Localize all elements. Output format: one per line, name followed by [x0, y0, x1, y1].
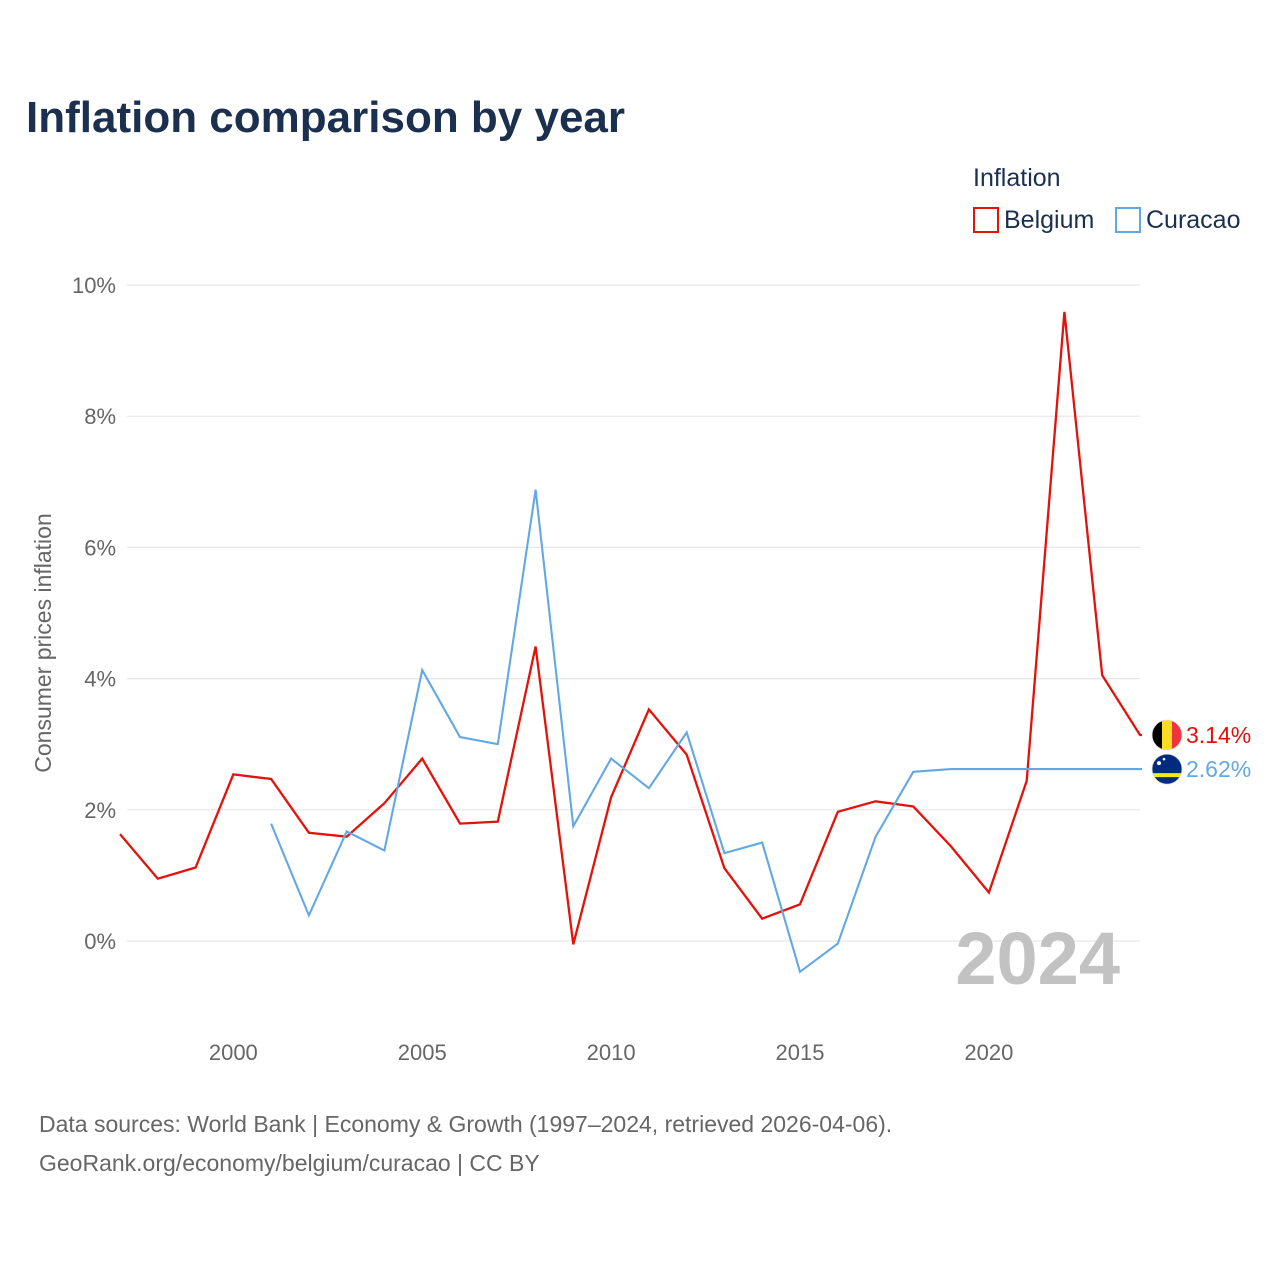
- data-point-curacao[interactable]: [797, 969, 803, 975]
- end-value-label-belgium: 3.14%: [1186, 722, 1251, 748]
- x-tick-label: 2005: [398, 1040, 447, 1065]
- data-point-belgium[interactable]: [873, 798, 879, 804]
- data-point-curacao[interactable]: [570, 823, 576, 829]
- data-point-curacao[interactable]: [910, 769, 916, 775]
- data-point-belgium[interactable]: [797, 901, 803, 907]
- data-point-belgium[interactable]: [759, 916, 765, 922]
- x-tick-label: 2000: [209, 1040, 258, 1065]
- data-point-belgium[interactable]: [646, 706, 652, 712]
- data-point-belgium[interactable]: [986, 889, 992, 895]
- data-point-belgium[interactable]: [533, 643, 539, 649]
- legend-label-belgium: Belgium: [1004, 206, 1094, 234]
- data-point-curacao[interactable]: [306, 912, 312, 918]
- belgium-flag-icon: [1151, 719, 1183, 751]
- data-point-belgium[interactable]: [835, 809, 841, 815]
- y-tick-label: 2%: [84, 798, 116, 823]
- y-axis-ticks: 0% 2% 4% 6% 8% 10%: [72, 273, 116, 954]
- y-axis-label: Consumer prices inflation: [30, 513, 56, 773]
- x-axis-ticks: 2000 2005 2010 2015 2020: [209, 1040, 1014, 1065]
- y-tick-label: 6%: [84, 535, 116, 560]
- legend-item-belgium[interactable]: Belgium: [973, 206, 1094, 234]
- data-point-curacao[interactable]: [948, 766, 954, 772]
- gridlines: [127, 284, 1140, 942]
- x-tick-label: 2010: [587, 1040, 636, 1065]
- x-tick-label: 2020: [964, 1040, 1013, 1065]
- data-point-belgium[interactable]: [570, 941, 576, 947]
- legend: Inflation Belgium Curacao: [973, 164, 1241, 234]
- y-tick-label: 8%: [84, 404, 116, 429]
- legend-item-curacao[interactable]: Curacao: [1115, 206, 1241, 234]
- data-point-curacao[interactable]: [268, 821, 274, 827]
- data-point-curacao[interactable]: [684, 729, 690, 735]
- data-point-curacao[interactable]: [608, 756, 614, 762]
- data-point-belgium[interactable]: [1099, 672, 1105, 678]
- data-point-belgium[interactable]: [268, 776, 274, 782]
- data-point-belgium[interactable]: [495, 819, 501, 825]
- data-point-belgium[interactable]: [1024, 778, 1030, 784]
- data-point-curacao[interactable]: [1061, 766, 1067, 772]
- data-point-belgium[interactable]: [117, 831, 123, 837]
- data-point-curacao[interactable]: [646, 785, 652, 791]
- data-source-text: Data sources: World Bank | Economy & Gro…: [39, 1111, 892, 1137]
- data-point-curacao[interactable]: [835, 941, 841, 947]
- y-tick-label: 0%: [84, 929, 116, 954]
- data-point-curacao[interactable]: [1099, 766, 1105, 772]
- legend-title: Inflation: [973, 164, 1061, 192]
- data-point-belgium[interactable]: [419, 756, 425, 762]
- data-point-belgium[interactable]: [230, 771, 236, 777]
- data-point-belgium[interactable]: [608, 794, 614, 800]
- data-point-belgium[interactable]: [1061, 309, 1067, 315]
- data-point-belgium[interactable]: [684, 752, 690, 758]
- data-point-belgium[interactable]: [721, 865, 727, 871]
- data-point-belgium[interactable]: [457, 821, 463, 827]
- series-line-curacao[interactable]: [270, 489, 1142, 974]
- curacao-flag-icon: [1151, 753, 1183, 785]
- data-point-curacao[interactable]: [533, 487, 539, 493]
- chart-title: Inflation comparison by year: [26, 93, 625, 142]
- source-url-text[interactable]: GeoRank.org/economy/belgium/curacao | CC…: [39, 1150, 540, 1176]
- data-point-belgium[interactable]: [193, 865, 199, 871]
- data-point-belgium[interactable]: [1137, 732, 1143, 738]
- y-tick-label: 10%: [72, 273, 116, 298]
- data-point-curacao[interactable]: [721, 850, 727, 856]
- current-year-watermark: 2024: [955, 917, 1120, 1000]
- data-point-belgium[interactable]: [910, 804, 916, 810]
- data-point-curacao[interactable]: [344, 828, 350, 834]
- data-point-curacao[interactable]: [759, 840, 765, 846]
- series-lines: [117, 309, 1143, 975]
- end-value-label-curacao: 2.62%: [1186, 756, 1251, 782]
- y-tick-label: 4%: [84, 667, 116, 692]
- data-point-curacao[interactable]: [495, 741, 501, 747]
- x-tick-label: 2015: [776, 1040, 825, 1065]
- data-point-curacao[interactable]: [873, 834, 879, 840]
- data-point-curacao[interactable]: [1024, 766, 1030, 772]
- end-labels: 3.14% 2.62%: [1151, 719, 1251, 785]
- legend-swatch-belgium: [973, 207, 999, 233]
- data-point-curacao[interactable]: [986, 766, 992, 772]
- series-line-belgium[interactable]: [119, 311, 1142, 945]
- data-point-curacao[interactable]: [381, 847, 387, 853]
- legend-swatch-curacao: [1115, 207, 1141, 233]
- data-point-curacao[interactable]: [419, 667, 425, 673]
- data-point-belgium[interactable]: [155, 876, 161, 882]
- data-point-curacao[interactable]: [1137, 766, 1143, 772]
- legend-label-curacao: Curacao: [1146, 206, 1241, 234]
- data-point-belgium[interactable]: [306, 830, 312, 836]
- data-point-curacao[interactable]: [457, 734, 463, 740]
- data-point-belgium[interactable]: [381, 800, 387, 806]
- data-point-belgium[interactable]: [948, 844, 954, 850]
